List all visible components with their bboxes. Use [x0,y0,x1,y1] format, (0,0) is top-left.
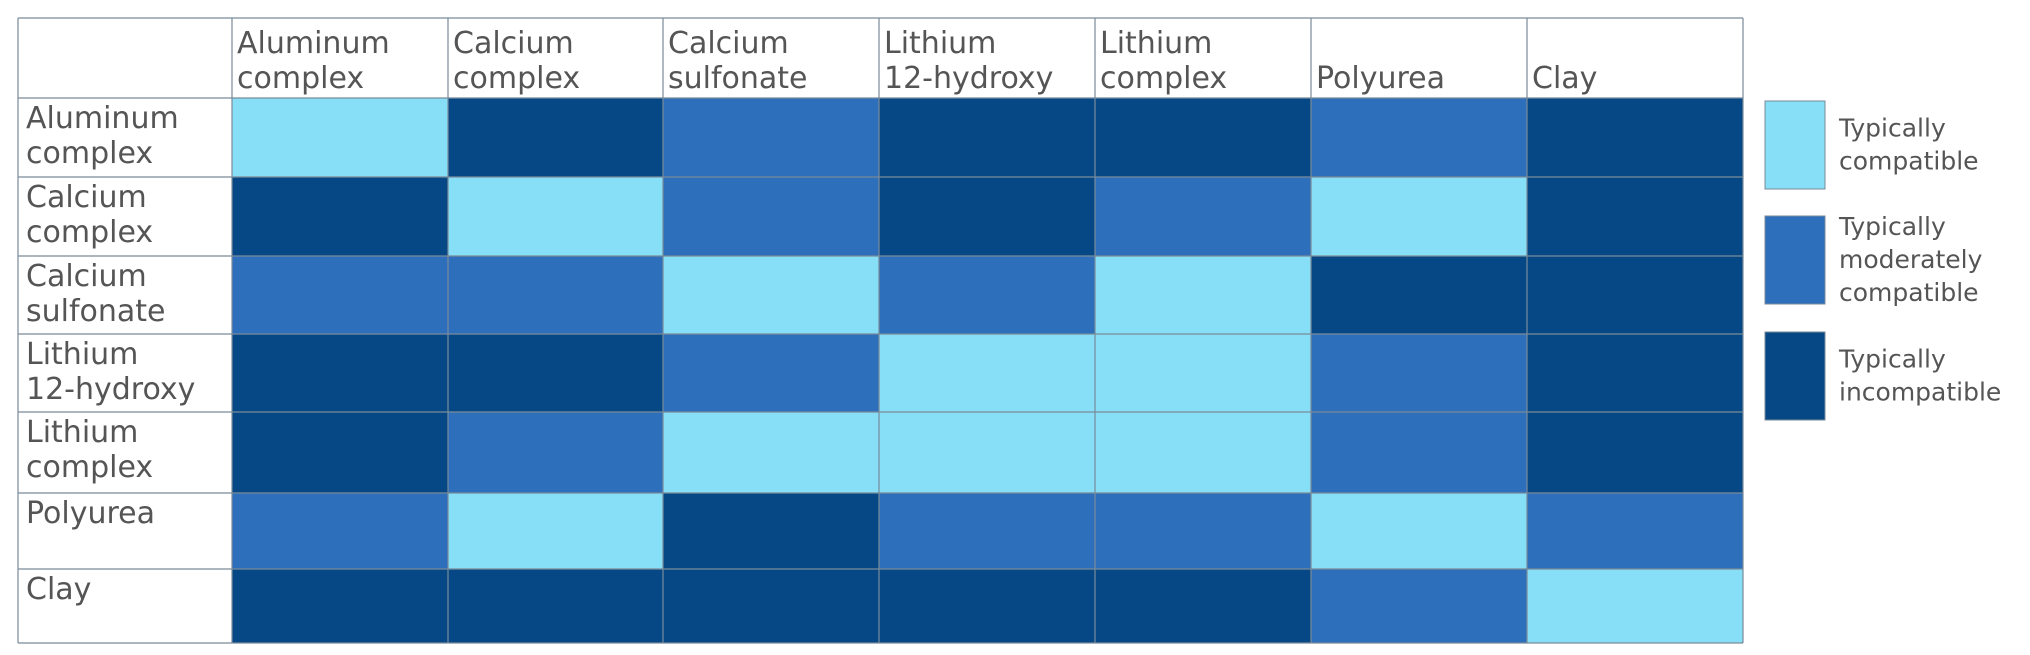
heatmap-cell-calcium-sulfonate-calcium-complex [448,256,663,334]
heatmap-cell-lithium-12-hydroxy-polyurea [1311,334,1527,412]
heatmap-cell-polyurea-calcium-complex [448,493,663,569]
heatmap-cell-clay-clay [1527,569,1743,643]
heatmap-cell-aluminum-complex-lithium-complex [1095,98,1311,177]
heatmap-cell-lithium-complex-lithium-complex [1095,412,1311,493]
heatmap-cell-calcium-sulfonate-clay [1527,256,1743,334]
heatmap-cell-clay-polyurea [1311,569,1527,643]
heatmap-cell-lithium-complex-polyurea [1311,412,1527,493]
heatmap-cell-clay-calcium-sulfonate [663,569,879,643]
heatmap-cell-calcium-complex-calcium-complex [448,177,663,256]
legend-swatch-typically-incompatible [1764,331,1826,421]
heatmap-cell-polyurea-lithium-12-hydroxy [879,493,1095,569]
column-header-calcium-sulfonate: Calcium sulfonate [668,26,808,96]
row-label-aluminum-complex: Aluminum complex [26,101,179,171]
heatmap-cell-aluminum-complex-lithium-12-hydroxy [879,98,1095,177]
column-header-calcium-complex: Calcium complex [453,26,580,96]
heatmap-cell-lithium-12-hydroxy-lithium-12-hydroxy [879,334,1095,412]
legend-swatch-typically-compatible [1764,100,1826,190]
column-header-row: Aluminum complex Calcium complex Calcium sulf… [237,26,1597,96]
heatmap-cell-calcium-complex-lithium-complex [1095,177,1311,256]
heatmap-cell-lithium-complex-clay [1527,412,1743,493]
heatmap-cell-aluminum-complex-calcium-sulfonate [663,98,879,177]
heatmap-cell-lithium-complex-calcium-sulfonate [663,412,879,493]
heatmap-cell-calcium-sulfonate-calcium-sulfonate [663,256,879,334]
heatmap-cell-polyurea-lithium-complex [1095,493,1311,569]
row-label-clay: Clay [26,572,91,607]
heatmap-cell-clay-calcium-complex [448,569,663,643]
heatmap-cell-calcium-sulfonate-aluminum-complex [232,256,448,334]
row-label-lithium-complex: Lithium complex [26,415,153,485]
heatmap-cell-calcium-complex-polyurea [1311,177,1527,256]
heatmap-cell-calcium-complex-aluminum-complex [232,177,448,256]
heatmap-cell-polyurea-polyurea [1311,493,1527,569]
heatmap-cell-aluminum-complex-polyurea [1311,98,1527,177]
row-label-calcium-complex: Calcium complex [26,180,153,250]
heatmap-cell-lithium-12-hydroxy-aluminum-complex [232,334,448,412]
legend: Typically compatible Typically moderately co… [1764,100,2001,421]
column-header-polyurea: Polyurea [1316,61,1445,96]
heatmap-cell-polyurea-calcium-sulfonate [663,493,879,569]
heatmap-cell-clay-aluminum-complex [232,569,448,643]
heatmap-cell-calcium-complex-calcium-sulfonate [663,177,879,256]
heatmap-cell-calcium-sulfonate-polyurea [1311,256,1527,334]
legend-label-typically-moderately-compatible: Typically moderately compatible [1838,212,1983,307]
row-label-polyurea: Polyurea [26,496,155,531]
heatmap-cell-polyurea-aluminum-complex [232,493,448,569]
heatmap-cell-lithium-complex-calcium-complex [448,412,663,493]
heatmap-cell-clay-lithium-12-hydroxy [879,569,1095,643]
legend-label-typically-incompatible: Typically incompatible [1838,345,2001,407]
heatmap-cell-aluminum-complex-clay [1527,98,1743,177]
heatmap-cell-clay-lithium-complex [1095,569,1311,643]
column-header-lithium-12-hydroxy: Lithium 12-hydroxy [884,26,1053,96]
heatmap-cell-calcium-complex-lithium-12-hydroxy [879,177,1095,256]
heatmap-cell-lithium-12-hydroxy-calcium-complex [448,334,663,412]
legend-label-typically-compatible: Typically compatible [1838,114,1979,176]
heatmap-cell-calcium-sulfonate-lithium-complex [1095,256,1311,334]
column-header-clay: Clay [1532,61,1597,96]
row-label-calcium-sulfonate: Calcium sulfonate [26,259,166,329]
heatmap-cell-aluminum-complex-calcium-complex [448,98,663,177]
heatmap-cell-lithium-12-hydroxy-clay [1527,334,1743,412]
row-label-column: Aluminum complex Calcium complex Calcium sulf… [26,101,195,607]
heatmap-cell-calcium-complex-clay [1527,177,1743,256]
heatmap-cell-polyurea-clay [1527,493,1743,569]
heatmap-cell-lithium-12-hydroxy-calcium-sulfonate [663,334,879,412]
heatmap-cell-lithium-complex-lithium-12-hydroxy [879,412,1095,493]
column-header-lithium-complex: Lithium complex [1100,26,1227,96]
heatmap-cells [232,98,1743,643]
heatmap-cell-lithium-12-hydroxy-lithium-complex [1095,334,1311,412]
row-label-lithium-12-hydroxy: Lithium 12-hydroxy [26,337,195,407]
heatmap-cell-calcium-sulfonate-lithium-12-hydroxy [879,256,1095,334]
table-gridlines [17,17,1744,644]
column-header-aluminum-complex: Aluminum complex [237,26,390,96]
heatmap-cell-aluminum-complex-aluminum-complex [232,98,448,177]
heatmap-cell-lithium-complex-aluminum-complex [232,412,448,493]
legend-swatch-typically-moderately-compatible [1764,215,1826,305]
